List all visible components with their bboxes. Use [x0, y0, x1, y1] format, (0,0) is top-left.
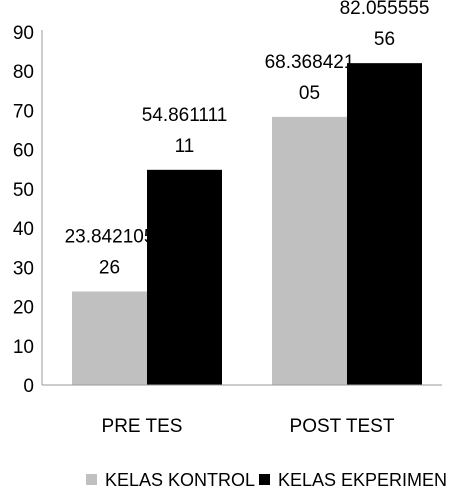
x-axis: PRE TES POST TEST	[42, 384, 442, 437]
data-label: 54.861111	[142, 105, 228, 126]
data-label: 23.842105	[65, 226, 155, 247]
y-tick-label: 0	[23, 376, 34, 397]
bar	[72, 291, 147, 385]
y-tick-label: 50	[13, 180, 34, 201]
bar	[147, 169, 222, 385]
y-tick-label: 10	[13, 337, 34, 358]
data-label: 68.368421	[265, 52, 355, 73]
bar	[272, 116, 347, 385]
data-label: 56	[374, 29, 395, 50]
legend-label: KELAS EKPERIMEN	[278, 470, 447, 490]
y-tick-label: 90	[13, 23, 34, 44]
data-label: 82.055555	[340, 0, 430, 19]
data-label: 11	[175, 136, 195, 157]
y-tick-label: 80	[13, 62, 34, 83]
y-tick-label: 60	[13, 141, 34, 162]
y-tick-label: 40	[13, 219, 34, 240]
legend: KELAS KONTROL KELAS EKPERIMEN	[86, 470, 447, 490]
data-label: 05	[299, 83, 320, 104]
x-tick-label: PRE TES	[102, 416, 183, 437]
bar	[347, 63, 422, 385]
x-tick-label: POST TEST	[290, 416, 395, 437]
data-label: 26	[99, 257, 120, 278]
legend-swatch	[86, 474, 97, 485]
y-tick-label: 30	[13, 258, 34, 279]
y-tick-label: 20	[13, 298, 34, 319]
y-axis: 0 10 20 30 40 50 60 70 80 90	[13, 23, 43, 397]
data-labels: 23.842105 26 54.861111 11 68.368421 05 82.0555…	[65, 0, 430, 278]
legend-swatch	[259, 474, 270, 485]
y-tick-label: 70	[13, 101, 34, 122]
bars	[72, 63, 422, 385]
legend-label: KELAS KONTROL	[105, 470, 255, 490]
